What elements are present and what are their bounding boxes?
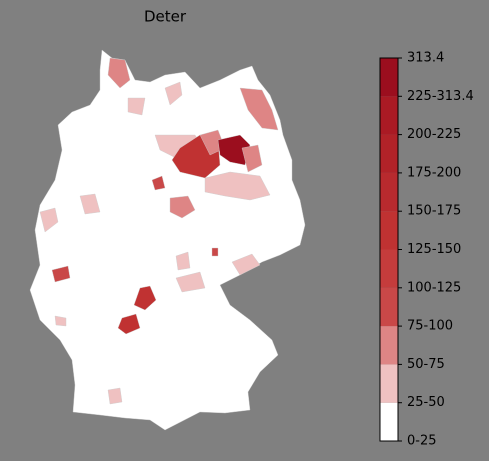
colorbar-segment (380, 326, 398, 365)
colorbar-segment (380, 287, 398, 327)
chart-title: Deter (144, 8, 187, 26)
region (107, 57, 131, 89)
map (29, 49, 306, 431)
region (211, 247, 219, 257)
region (39, 207, 59, 233)
colorbar-label: 313.4 (407, 51, 444, 66)
region (107, 387, 123, 405)
colorbar-label: 25-50 (407, 395, 445, 410)
colorbar-segment (380, 134, 398, 173)
colorbar-label: 0-25 (407, 434, 437, 449)
region (175, 251, 191, 271)
colorbar-segment (380, 249, 398, 288)
region (164, 81, 183, 106)
colorbar-label: 100-125 (407, 280, 461, 295)
colorbar-label: 175-200 (407, 165, 461, 180)
region (151, 175, 166, 191)
colorbar-label: 200-225 (407, 127, 461, 142)
colorbar-segment (380, 58, 398, 97)
region (79, 193, 101, 215)
region (239, 87, 279, 131)
colorbar-label: 50-75 (407, 357, 445, 372)
colorbar-segment (380, 211, 398, 250)
colorbar-segment (380, 96, 398, 135)
region (241, 144, 263, 173)
colorbar-label: 75-100 (407, 319, 453, 334)
region (169, 195, 196, 219)
colorbar-segment (380, 402, 398, 441)
region (231, 253, 261, 276)
colorbar-label: 150-175 (407, 204, 461, 219)
colorbar-segment (380, 364, 398, 403)
colorbar-segment (380, 172, 398, 212)
region (127, 97, 146, 116)
region (175, 271, 206, 293)
region (133, 285, 157, 311)
region (54, 315, 67, 327)
colorbar-label: 225-313.4 (407, 89, 474, 104)
region (117, 313, 141, 335)
region (51, 265, 71, 283)
colorbar-label: 125-150 (407, 242, 461, 257)
colorbar: 0-25 25-50 50-75 75-100 100-125 125-150 150-17… (379, 51, 474, 449)
region (217, 134, 251, 166)
region (204, 171, 271, 201)
